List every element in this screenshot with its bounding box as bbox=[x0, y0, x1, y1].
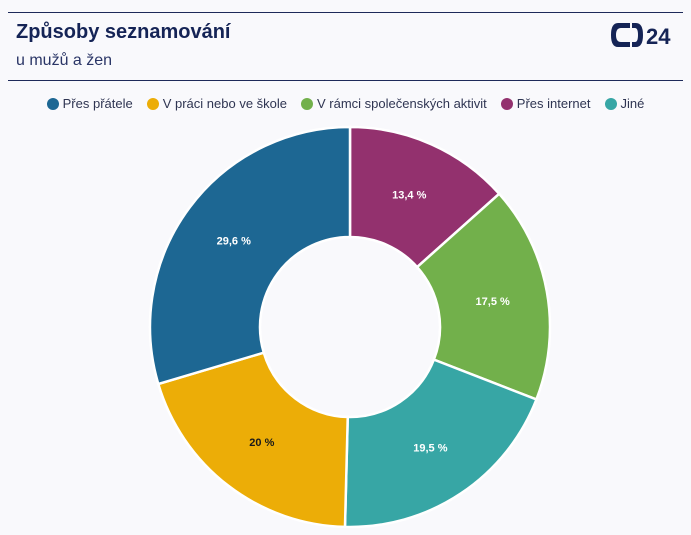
legend-item[interactable]: Jiné bbox=[604, 96, 645, 111]
ct24-logo: 24 bbox=[611, 23, 671, 49]
logo-text: 24 bbox=[646, 24, 671, 49]
legend-label: Přes internet bbox=[516, 96, 591, 111]
donut-chart: 13,4 % 17,5 % 19,5 % 20 % 29,6 % bbox=[148, 125, 552, 529]
legend-marker bbox=[46, 97, 59, 110]
legend-label: V práci nebo ve škole bbox=[162, 96, 288, 111]
legend-item[interactable]: Přes přátele bbox=[46, 96, 133, 111]
donut-slice[interactable] bbox=[148, 125, 352, 386]
legend-item[interactable]: V práci nebo ve škole bbox=[146, 96, 288, 111]
chart-title: Způsoby seznamování bbox=[16, 21, 231, 43]
slice-data-label: 13,4 % bbox=[392, 190, 426, 202]
top-rule bbox=[8, 12, 683, 13]
slice-data-label: 20 % bbox=[249, 437, 274, 449]
legend-label: Jiné bbox=[620, 96, 645, 111]
legend-marker bbox=[301, 97, 314, 110]
header-divider bbox=[8, 80, 683, 81]
donut-slice[interactable] bbox=[156, 351, 350, 529]
logo-bracket-right-icon bbox=[632, 23, 643, 47]
legend-item[interactable]: Přes internet bbox=[500, 96, 591, 111]
legend-marker bbox=[500, 97, 513, 110]
legend-marker bbox=[146, 97, 159, 110]
donut-slice[interactable] bbox=[415, 192, 552, 402]
donut-slice[interactable] bbox=[348, 125, 501, 269]
chart-subtitle: u mužů a žen bbox=[16, 52, 113, 69]
slice-data-label: 29,6 % bbox=[217, 235, 251, 247]
legend-label: Přes přátele bbox=[62, 96, 133, 111]
chart-legend: Přes přátele V práci nebo ve škole V rámci… bbox=[0, 96, 691, 111]
legend-item[interactable]: V rámci společenských aktivit bbox=[301, 96, 487, 111]
logo-bracket-icon bbox=[611, 23, 630, 47]
donut-slice[interactable] bbox=[343, 357, 539, 529]
legend-marker bbox=[604, 97, 617, 110]
legend-label: V rámci společenských aktivit bbox=[317, 96, 487, 111]
slice-data-label: 19,5 % bbox=[413, 443, 447, 455]
slice-data-label: 17,5 % bbox=[476, 296, 510, 308]
